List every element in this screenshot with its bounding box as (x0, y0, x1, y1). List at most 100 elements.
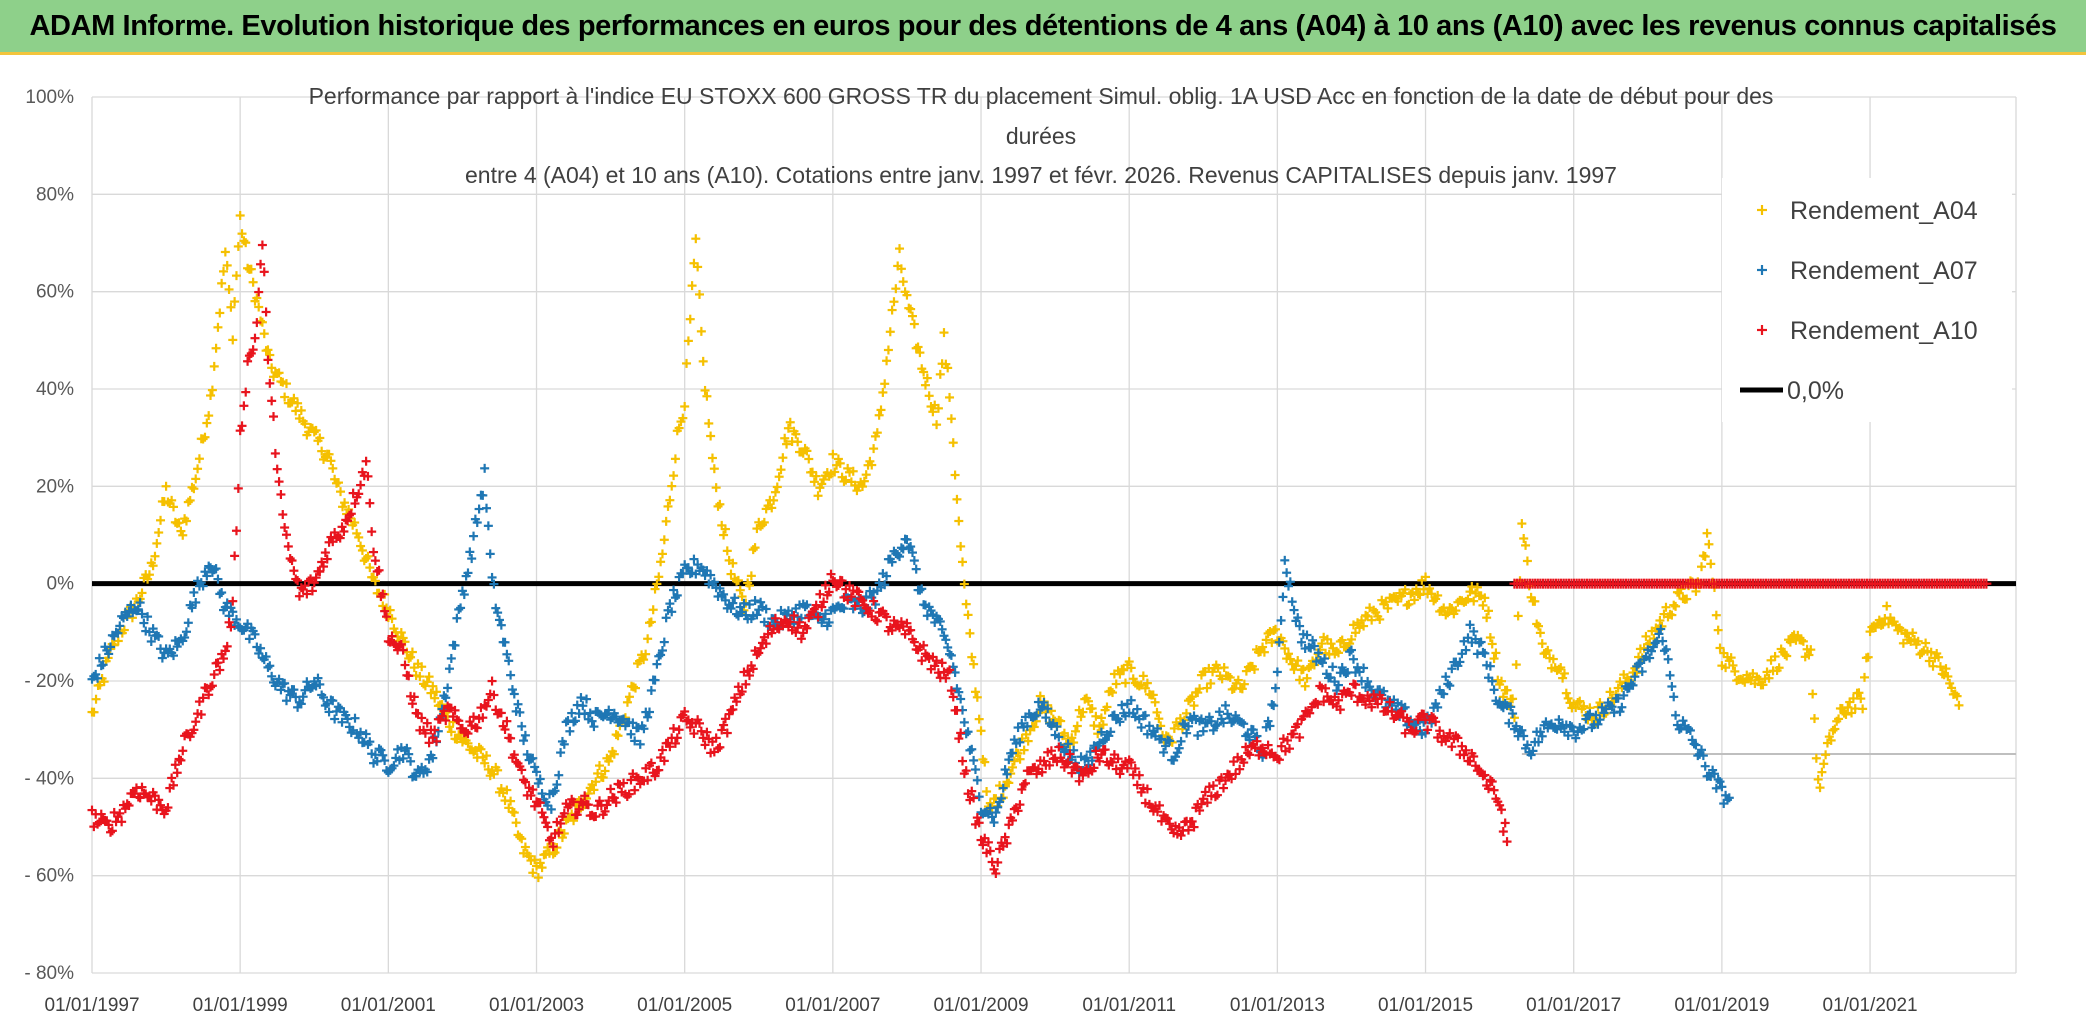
data-point (611, 730, 621, 740)
data-point (1704, 539, 1714, 549)
data-point (270, 448, 280, 458)
data-point (396, 639, 406, 649)
data-point (1284, 744, 1294, 754)
data-point (972, 775, 982, 785)
data-point (1637, 667, 1647, 677)
data-point (1087, 703, 1097, 713)
data-point (698, 356, 708, 366)
data-point (94, 653, 104, 663)
data-point (494, 615, 504, 625)
data-point (533, 873, 543, 883)
data-point (478, 490, 488, 500)
data-point (1302, 630, 1312, 640)
data-point (315, 567, 325, 577)
data-point (198, 693, 208, 703)
data-point (982, 786, 992, 796)
x-tick-label: 01/01/1999 (193, 995, 288, 1016)
data-point (1522, 740, 1532, 750)
data-point (630, 785, 640, 795)
data-point (480, 758, 490, 768)
data-point (1921, 638, 1931, 648)
data-point (502, 649, 512, 659)
data-point (1404, 717, 1414, 727)
data-point (543, 822, 553, 832)
data-point (1144, 721, 1154, 731)
data-point (1863, 652, 1873, 662)
data-point (376, 745, 386, 755)
data-point (148, 561, 158, 571)
data-point (213, 322, 223, 332)
data-point (932, 656, 942, 666)
data-point (652, 579, 662, 589)
data-point (654, 572, 664, 582)
data-point (580, 791, 590, 801)
data-point (237, 229, 247, 239)
data-point (1715, 777, 1725, 787)
data-point (682, 358, 692, 368)
data-point (1571, 703, 1581, 713)
data-point (1328, 662, 1338, 672)
data-point (1534, 621, 1544, 631)
data-point (493, 765, 503, 775)
data-point (337, 717, 347, 727)
data-point (280, 678, 290, 688)
data-point (482, 503, 492, 513)
data-point (1140, 710, 1150, 720)
data-point (507, 685, 517, 695)
data-point (281, 530, 291, 540)
data-point (1575, 696, 1585, 706)
legend-item: Rendement_A10 (1757, 317, 1978, 345)
data-point (728, 598, 738, 608)
data-point (293, 398, 303, 408)
data-point (1941, 664, 1951, 674)
data-point (889, 297, 899, 307)
data-point (1489, 785, 1499, 795)
data-point (520, 730, 530, 740)
data-point (1425, 583, 1435, 593)
data-point (976, 726, 986, 736)
data-point (1000, 765, 1010, 775)
data-point (1489, 654, 1499, 664)
data-point (1091, 711, 1101, 721)
data-point (1008, 748, 1018, 758)
data-point (946, 650, 956, 660)
data-point (650, 771, 660, 781)
data-point (356, 480, 366, 490)
data-point (811, 600, 821, 610)
data-point (974, 714, 984, 724)
legend-item: Rendement_A04 (1757, 197, 1978, 225)
data-point (1337, 662, 1347, 672)
data-point (113, 628, 123, 638)
legend-item: 0,0% (1740, 377, 1844, 405)
data-point (1293, 613, 1303, 623)
data-point (485, 549, 495, 559)
data-point (907, 548, 917, 558)
data-point (1393, 596, 1403, 606)
data-point (1132, 780, 1142, 790)
series-rendement_a10 (87, 240, 1512, 879)
data-point (356, 541, 366, 551)
data-point (941, 635, 951, 645)
data-point (648, 605, 658, 615)
data-point (515, 832, 525, 842)
data-point (657, 549, 667, 559)
data-point (952, 705, 962, 715)
data-point (515, 707, 525, 717)
data-point (800, 602, 810, 612)
data-point (356, 727, 366, 737)
data-point (113, 636, 123, 646)
data-point (576, 693, 586, 703)
data-point (176, 526, 186, 536)
data-point (1537, 639, 1547, 649)
data-point (1667, 681, 1677, 691)
data-point (1774, 663, 1784, 673)
data-point (1700, 761, 1710, 771)
y-tick-label: - 20% (24, 671, 74, 692)
data-point (819, 597, 829, 607)
data-point (289, 566, 299, 576)
data-point (1225, 673, 1235, 683)
data-point (324, 449, 334, 459)
data-point (1945, 678, 1955, 688)
data-point (243, 356, 253, 366)
